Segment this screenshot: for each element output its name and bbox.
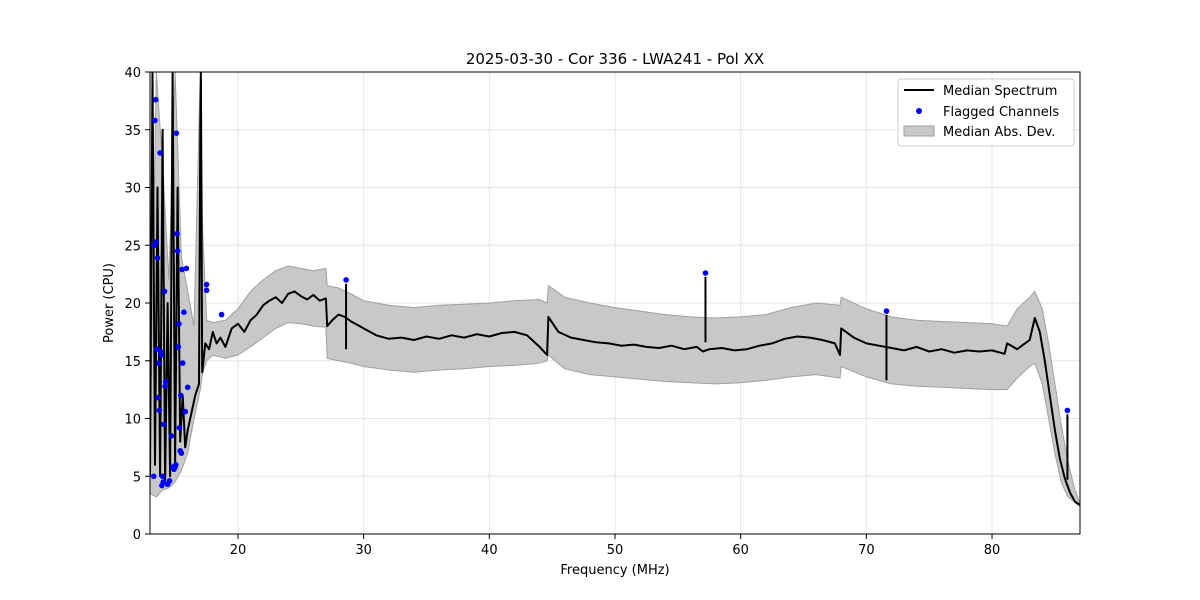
flagged-channel-point xyxy=(218,311,225,318)
y-tick-label: 20 xyxy=(124,297,141,312)
flagged-channel-point xyxy=(153,239,160,245)
flagged-channel-point xyxy=(883,308,890,314)
x-tick-label: 60 xyxy=(732,543,749,558)
legend-median-label: Median Spectrum xyxy=(943,84,1057,99)
y-tick-label: 0 xyxy=(133,528,141,543)
flagged-channel-point xyxy=(182,408,188,415)
flagged-channel-point xyxy=(178,392,184,399)
flagged-channel-point xyxy=(160,479,166,485)
flagged-channel-point xyxy=(173,130,180,136)
flagged-channel-point xyxy=(203,281,210,288)
flagged-channel-point xyxy=(179,360,186,366)
legend-flagged-swatch xyxy=(916,108,922,114)
x-tick-label: 50 xyxy=(607,543,624,558)
x-axis-label: Frequency (MHz) xyxy=(560,563,669,578)
flagged-channel-point xyxy=(156,407,163,414)
x-tick-label: 40 xyxy=(481,543,498,558)
legend: Median Spectrum Flagged Channels Median … xyxy=(897,78,1075,147)
flagged-channel-point xyxy=(173,461,179,468)
x-tick-label: 30 xyxy=(355,543,372,558)
flagged-channel-point xyxy=(155,394,161,401)
x-tick-label: 70 xyxy=(858,543,875,558)
flagged-channel-point xyxy=(156,360,162,366)
flagged-channel-point xyxy=(152,117,158,124)
flagged-channel-point xyxy=(1064,407,1071,414)
y-tick-label: 25 xyxy=(124,239,141,254)
legend-mad-swatch xyxy=(903,125,935,137)
flagged-channel-point xyxy=(702,270,709,276)
flagged-channel-point xyxy=(151,473,157,480)
flagged-channels xyxy=(151,96,1071,489)
axes-ticks: 20 30 40 50 60 70 80 0 5 10 15 20 25 30 35 40 xyxy=(124,66,1000,558)
legend-flagged-label: Flagged Channels xyxy=(943,105,1059,120)
flagged-channel-point xyxy=(159,473,166,480)
flagged-channel-point xyxy=(181,309,187,316)
y-tick-label: 40 xyxy=(124,66,141,81)
flagged-channel-point xyxy=(161,288,168,295)
flagged-channel-point xyxy=(179,266,185,273)
x-tick-label: 20 xyxy=(230,543,247,558)
flagged-channel-point xyxy=(152,96,159,103)
flagged-channel-point xyxy=(158,352,165,358)
flagged-channel-point xyxy=(203,287,210,294)
y-axis-label: Power (CPU) xyxy=(102,263,117,343)
flagged-channel-point xyxy=(174,230,180,237)
flagged-channel-point xyxy=(184,384,191,391)
flagged-channel-point xyxy=(183,265,190,272)
median-abs-dev-band xyxy=(150,72,1080,507)
flagged-channel-point xyxy=(154,255,161,261)
flagged-channel-point xyxy=(176,321,182,327)
flagged-channel-point xyxy=(168,433,175,439)
y-tick-label: 5 xyxy=(133,470,141,485)
legend-frame xyxy=(897,78,1075,147)
flagged-channel-point xyxy=(174,248,181,254)
flagged-channel-point xyxy=(166,478,173,484)
y-tick-label: 10 xyxy=(124,413,141,428)
flagged-channel-point xyxy=(162,378,169,385)
flagged-channel-point xyxy=(161,421,167,428)
flagged-channel-point xyxy=(178,450,185,456)
median-spectrum-line xyxy=(150,72,1080,506)
flagged-channel-point xyxy=(343,277,349,283)
flagged-channel-point xyxy=(162,383,168,390)
flagged-channel-point xyxy=(175,344,182,350)
legend-mad-label: Median Abs. Dev. xyxy=(943,125,1055,140)
chart-title: 2025-03-30 - Cor 336 - LWA241 - Pol XX xyxy=(466,50,764,68)
flagged-channel-point xyxy=(176,424,183,431)
y-tick-label: 15 xyxy=(124,355,141,370)
y-tick-label: 35 xyxy=(124,124,141,139)
x-tick-label: 80 xyxy=(984,543,1001,558)
y-tick-label: 30 xyxy=(124,182,141,197)
flagged-channel-point xyxy=(157,150,163,156)
